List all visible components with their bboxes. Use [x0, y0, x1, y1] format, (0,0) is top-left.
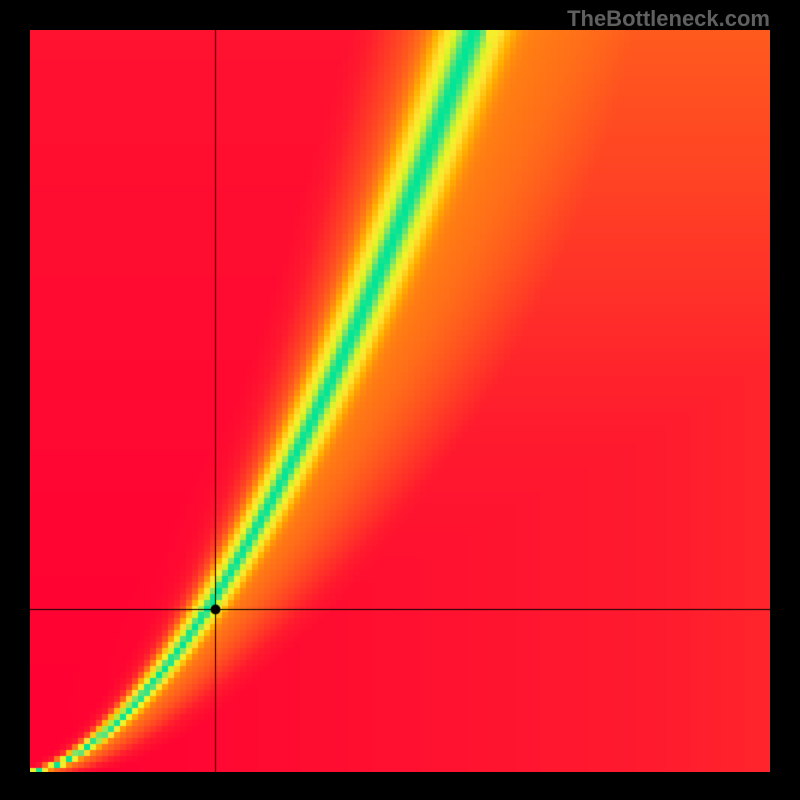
attribution-text: TheBottleneck.com — [567, 6, 770, 32]
heatmap-plot-area — [30, 30, 770, 772]
heatmap-canvas — [30, 30, 770, 772]
